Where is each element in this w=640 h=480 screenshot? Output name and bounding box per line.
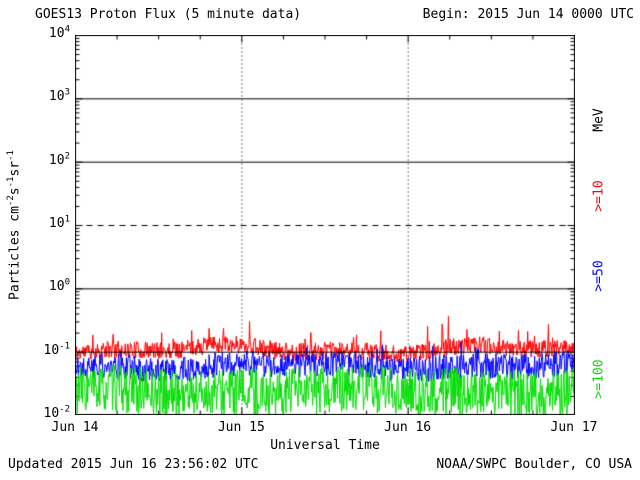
credit-label: NOAA/SWPC Boulder, CO USA [436,457,632,472]
y-axis-label-text: sr [7,160,23,177]
y-axis-label-exponent: -1 [6,150,17,161]
x-tick-label: Jun 14 [51,420,99,435]
x-axis-label: Universal Time [270,438,380,453]
y-axis-label-exponent: -2 [6,195,17,207]
begin-time-label: Begin: 2015 Jun 14 0000 UTC [422,7,634,22]
x-tick-label: Jun 15 [217,420,265,435]
y-tick-label: 100 [48,278,70,295]
y-tick-label: 103 [48,88,70,105]
y-axis-label-text: s [7,187,23,196]
y-tick-label: 102 [48,151,70,168]
y-tick-label: 101 [48,214,70,231]
unit-label-mev: MeV [591,108,607,132]
y-tick-label: 10-1 [43,341,71,358]
y-tick-label: 104 [48,24,70,41]
series-label-ge10: >=10 [591,180,607,212]
y-axis-label: Particles cm-2s-1sr-1 [6,150,23,300]
series-label-ge100: >=100 [591,359,607,399]
y-axis-label-exponent: -1 [6,176,17,188]
x-tick-label: Jun 17 [550,420,598,435]
plot-canvas [75,35,575,415]
x-tick-label: Jun 16 [384,420,432,435]
series-label-ge50: >=50 [591,260,607,292]
chart-title: GOES13 Proton Flux (5 minute data) [35,7,302,22]
y-axis-label-text: Particles cm [7,206,23,300]
y-tick-label: 10-2 [43,404,71,421]
updated-timestamp: Updated 2015 Jun 16 23:56:02 UTC [8,457,259,472]
